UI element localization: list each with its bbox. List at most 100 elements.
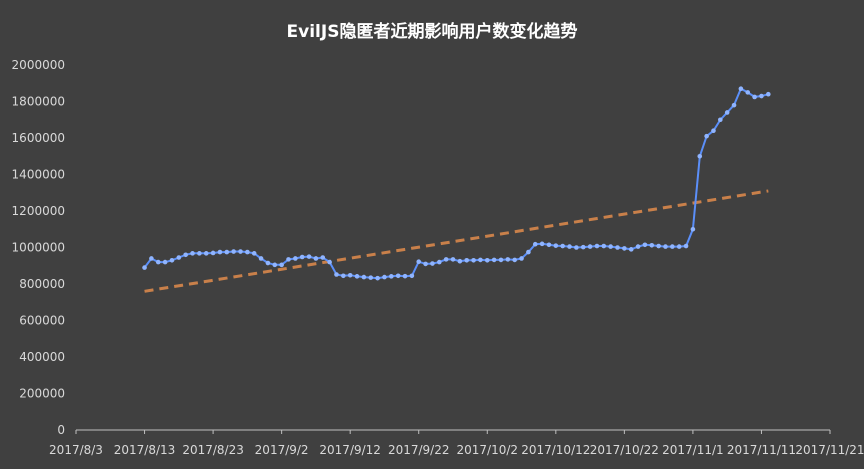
data-point [354, 274, 360, 279]
data-point [580, 244, 586, 250]
data-point [676, 244, 682, 249]
x-tick-label: 2017/10/12 [521, 443, 590, 457]
y-tick-label: 1200000 [12, 204, 65, 218]
x-tick-label: 2017/9/12 [319, 443, 381, 457]
data-point [546, 242, 552, 248]
data-point [560, 243, 565, 249]
data-point [690, 226, 696, 232]
y-tick-label: 0 [57, 423, 65, 437]
data-point [601, 243, 607, 249]
data-point [436, 259, 442, 265]
data-point [416, 259, 422, 265]
data-point [155, 259, 161, 265]
data-point [272, 262, 278, 268]
x-tick-label: 2017/10/2 [457, 443, 519, 457]
data-point [313, 256, 319, 261]
data-point [731, 102, 737, 108]
data-point [464, 257, 470, 263]
data-point [306, 254, 312, 259]
data-point [724, 110, 730, 115]
data-point [190, 251, 195, 256]
data-point [663, 244, 668, 249]
data-point [484, 257, 490, 263]
data-point [169, 257, 175, 263]
data-point [382, 274, 387, 280]
data-point [176, 255, 182, 260]
data-point [347, 272, 353, 278]
data-point [615, 245, 620, 250]
data-point [471, 257, 476, 263]
series-layer [142, 86, 771, 281]
data-point [245, 249, 250, 255]
data-point [334, 272, 339, 277]
data-point [697, 153, 703, 159]
y-tick-label: 400000 [19, 350, 65, 364]
data-point [587, 244, 593, 249]
y-tick-label: 200000 [19, 387, 65, 401]
data-point [567, 244, 572, 249]
y-axis-labels: 0 200000 400000 600000 800000 1000000 1200000 1… [12, 58, 65, 437]
data-point [203, 251, 209, 256]
data-point [197, 251, 202, 256]
data-point [711, 128, 716, 133]
data-point [553, 243, 559, 248]
data-point [656, 243, 661, 249]
data-point [519, 256, 524, 261]
data-point [457, 258, 463, 264]
x-tick-label: 2017/8/3 [49, 443, 103, 457]
y-tick-label: 1800000 [12, 95, 65, 109]
x-tick-label: 2017/11/1 [662, 443, 724, 457]
data-point [512, 257, 517, 263]
x-tick-label: 2017/8/13 [114, 443, 176, 457]
data-point [389, 274, 394, 279]
data-point [231, 249, 236, 254]
data-point [478, 257, 483, 263]
data-point [635, 244, 641, 249]
data-point [402, 273, 408, 279]
data-point [341, 273, 346, 279]
data-point [286, 257, 291, 262]
data-point [649, 243, 655, 248]
data-point [238, 249, 243, 254]
data-point [642, 242, 648, 248]
data-point [532, 241, 538, 247]
x-tick-label: 2017/9/2 [255, 443, 309, 457]
data-point [251, 251, 257, 256]
y-tick-label: 1000000 [12, 241, 65, 255]
data-point [142, 265, 147, 270]
data-point [162, 259, 168, 265]
data-point [704, 133, 709, 139]
data-point [258, 256, 264, 261]
data-point [217, 249, 223, 255]
x-tick-label: 2017/9/22 [388, 443, 450, 457]
data-point [745, 90, 751, 95]
data-point [766, 91, 771, 97]
data-point [752, 94, 757, 100]
data-point [361, 274, 367, 280]
trendline-layer [144, 189, 769, 293]
data-point [395, 273, 401, 279]
y-tick-label: 1600000 [12, 131, 65, 145]
data-point [505, 257, 511, 262]
data-point [718, 117, 723, 123]
x-tick-label: 2017/10/22 [590, 443, 659, 457]
x-tick-label: 2017/11/21 [795, 443, 864, 457]
data-point [183, 252, 188, 258]
chart-title: EvilJS隐匿者近期影响用户数变化趋势 [287, 21, 578, 42]
data-point [491, 257, 497, 263]
data-point [622, 246, 627, 251]
data-point [608, 244, 613, 249]
data-point [368, 275, 374, 280]
y-tick-label: 2000000 [12, 58, 65, 72]
data-point [443, 257, 449, 262]
y-tick-label: 1400000 [12, 168, 65, 182]
y-tick-label: 800000 [19, 277, 65, 291]
data-point [149, 256, 154, 261]
data-point [293, 256, 298, 261]
data-point [265, 260, 271, 266]
series-line [143, 87, 769, 280]
x-axis-labels: 2017/8/3 2017/8/13 2017/8/23 2017/9/2 2017/9… [49, 430, 864, 457]
data-point [498, 257, 504, 263]
